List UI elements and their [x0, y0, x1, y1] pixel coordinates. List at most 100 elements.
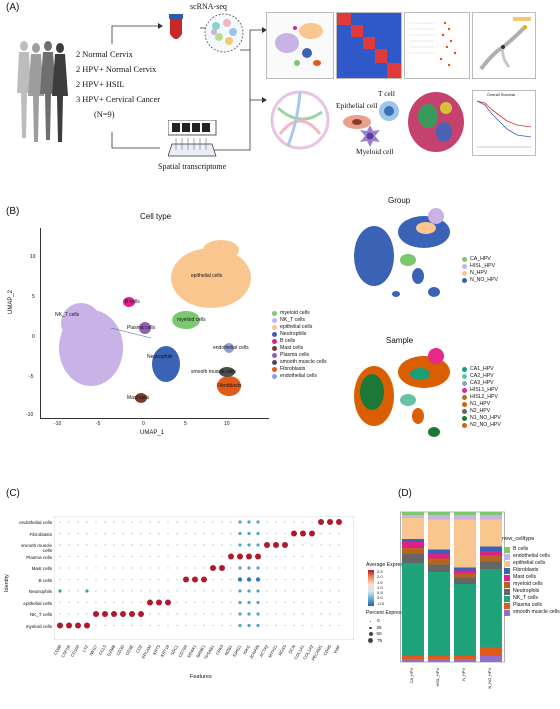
legend-label: Plasma cells — [513, 602, 543, 608]
dotplot-dot — [219, 565, 225, 571]
dotplot-dot — [329, 624, 331, 627]
dotplot-dot — [256, 566, 260, 570]
legend-label: HISL1_HPV — [470, 387, 498, 393]
dotplot-dot — [167, 532, 169, 535]
dotplot-dot — [86, 544, 88, 546]
legend-item: CA1_HPV — [462, 366, 501, 373]
dotplot-dot — [320, 532, 322, 535]
dotplot-dot — [167, 567, 169, 569]
dotplot-dot — [131, 624, 133, 627]
dotplot-dot — [327, 519, 333, 525]
dotplot-dot — [329, 532, 331, 535]
dotplot-dot — [59, 521, 61, 523]
dotplot-dot — [275, 521, 277, 523]
dotplot-dot — [320, 544, 322, 546]
cluster-label-fibro: Fibroblasts — [217, 383, 242, 389]
dotplot-dot — [293, 578, 295, 581]
expr-colorbar — [368, 570, 374, 606]
dotplot-dot — [95, 590, 97, 592]
legend-label: NK_T cells — [513, 595, 538, 601]
identity-label: B cells — [38, 577, 52, 583]
xtick: 0 — [142, 421, 145, 427]
expr-ticks: 2.5 2.0 1.5 1.0 0.5 0.0 -0.5 — [377, 569, 384, 606]
dotplot-dot — [194, 601, 196, 604]
legend-label: Mast cells — [513, 574, 537, 580]
dotplot-dot — [122, 532, 124, 535]
legend-item: Mast cells — [272, 345, 327, 352]
dotplot-dot — [256, 589, 260, 593]
scrna-label: scRNA-seq — [190, 2, 227, 11]
stacked-bar-segment — [480, 647, 502, 656]
dotplot-dot — [122, 567, 124, 569]
dotplot-dot — [149, 567, 151, 569]
stacked-bar-segment — [428, 558, 450, 565]
legend-item: epithelial cells — [272, 324, 327, 331]
dotplot-identities: endothelial cells Fibroblasts smooth mus… — [12, 520, 52, 635]
stacked-bar-segment — [454, 584, 476, 656]
legend-item: HISL1_HPV — [462, 387, 501, 394]
group-item: 2 HPV+ Normal Cervix — [76, 65, 157, 74]
dotplot-dot — [77, 567, 79, 569]
dotplot-dot — [185, 567, 187, 569]
group-list: 2 Normal Cervix 2 HPV+ Normal Cervix 2 H… — [76, 47, 160, 122]
umap-xlabel: UMAP_1 — [140, 430, 165, 436]
epithelial-cell-label: Epithelial cell — [336, 101, 378, 110]
dotplot-dot — [266, 590, 268, 592]
dotplot-dot — [194, 555, 196, 558]
dotplot-dot — [194, 544, 196, 546]
dotplot-dot — [167, 590, 169, 592]
dotplot-dot — [140, 578, 142, 581]
dotplot-dot — [230, 613, 232, 615]
dotplot-dot — [275, 613, 277, 615]
dotplot-dot — [194, 613, 196, 615]
dotplot-dot — [212, 544, 214, 546]
dotplot-dot — [221, 601, 223, 604]
stacked-bar-segment — [402, 554, 424, 563]
stacked-bar-segment — [480, 656, 502, 662]
dotplot-dot — [77, 555, 79, 558]
cluster-label-bcells: B cells — [125, 299, 140, 305]
dotplot-dot — [338, 601, 340, 604]
legend-label: smooth muscle cells — [513, 609, 560, 615]
dotplot-dot — [238, 612, 242, 616]
legend-label: N1_NO_HPV — [470, 415, 501, 421]
ytick: 5 — [32, 294, 35, 300]
legend-item: Mast cells — [504, 574, 560, 581]
dotplot-dot — [238, 566, 242, 570]
legend-item: NK_T cells — [272, 317, 327, 324]
legend-item: N2_NO_HPV — [462, 422, 501, 429]
dotplot-dot — [230, 590, 232, 592]
dotplot-dot — [284, 578, 286, 581]
dotplot-dot — [149, 532, 151, 535]
legend-swatch — [462, 374, 467, 379]
dotplot-dot — [57, 622, 63, 629]
legend-swatch — [272, 353, 277, 358]
legend-swatch — [504, 588, 510, 595]
dotplot-dot — [167, 624, 169, 627]
group-legend: CA_HPV HISL_HPV N_HPV N_NO_HPV — [462, 256, 498, 284]
dotplot-dot — [266, 613, 268, 615]
dotplot-dot — [256, 623, 260, 628]
legend-label: B cells — [513, 546, 529, 552]
dotplot-dot — [158, 590, 160, 592]
legend-swatch — [272, 318, 277, 323]
dotplot-dot — [156, 599, 162, 606]
stacked-bar-segment — [428, 572, 450, 656]
dotplot-dot — [275, 624, 277, 627]
dotplot-dot — [95, 555, 97, 558]
dotplot-dot — [201, 576, 207, 583]
legend-label: myeloid cells — [280, 310, 310, 316]
legend-swatch — [272, 325, 277, 330]
legend-label: N_NO_HPV — [470, 277, 498, 283]
dotplot-dot — [264, 542, 270, 548]
dotplot-dot — [266, 601, 268, 604]
pct-tick: 75 — [377, 637, 383, 643]
legend-swatch — [272, 311, 277, 316]
dotplot-dot — [203, 613, 205, 615]
dotplot-dot — [68, 613, 70, 615]
legend-label: Neutrophils — [280, 331, 307, 337]
dotplot-dot — [212, 590, 214, 592]
legend-item: N1_NO_HPV — [462, 415, 501, 422]
legend-swatch — [504, 581, 510, 588]
expr-tick: 1.0 — [377, 584, 383, 590]
